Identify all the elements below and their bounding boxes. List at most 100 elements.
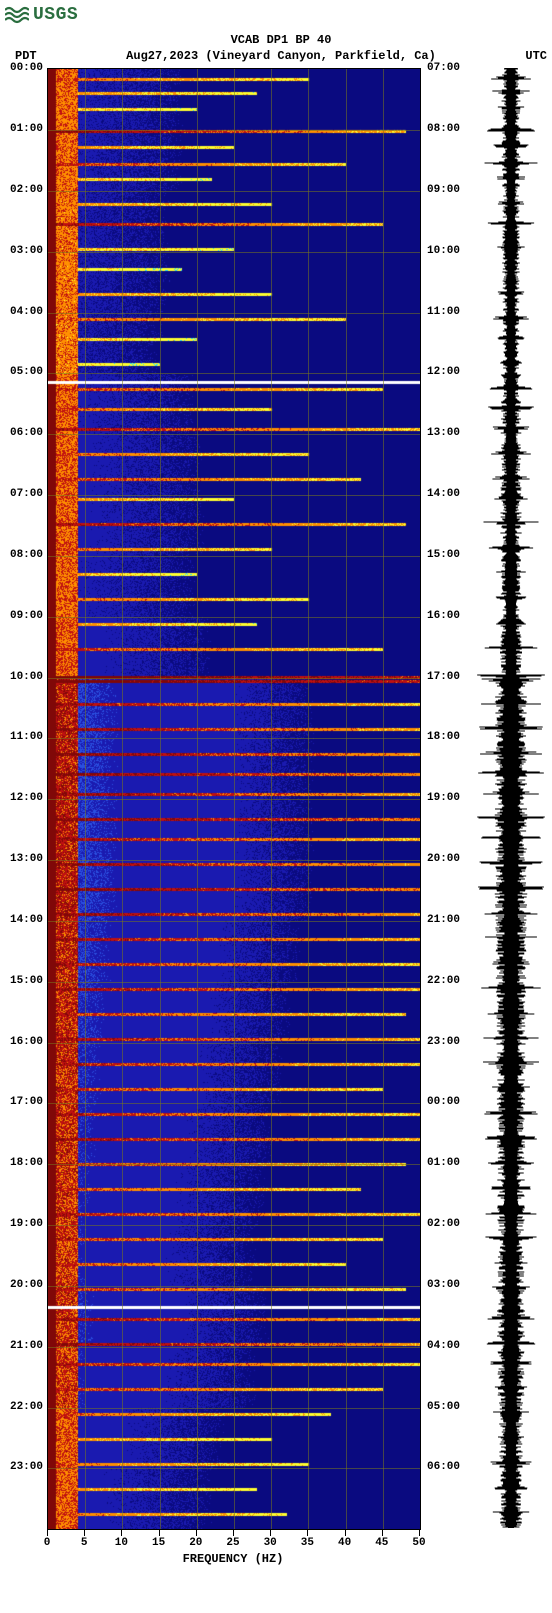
grid-h bbox=[48, 860, 420, 861]
grid-h bbox=[48, 495, 420, 496]
y-right-label: 06:00 bbox=[427, 1461, 460, 1473]
x-tick-label: 20 bbox=[189, 1537, 202, 1549]
x-tick-label: 15 bbox=[152, 1537, 165, 1549]
x-tick-label: 35 bbox=[301, 1537, 314, 1549]
seismogram-panel bbox=[470, 68, 552, 1528]
y-right-label: 02:00 bbox=[427, 1218, 460, 1230]
x-tick bbox=[233, 1530, 234, 1536]
y-left-label: 16:00 bbox=[10, 1036, 43, 1048]
y-left-label: 07:00 bbox=[10, 488, 43, 500]
x-tick bbox=[419, 1530, 420, 1536]
y-left-label: 23:00 bbox=[10, 1461, 43, 1473]
y-right-label: 21:00 bbox=[427, 914, 460, 926]
grid-h bbox=[48, 921, 420, 922]
x-tick bbox=[196, 1530, 197, 1536]
y-right-label: 04:00 bbox=[427, 1340, 460, 1352]
y-right-label: 03:00 bbox=[427, 1279, 460, 1291]
y-left-label: 10:00 bbox=[10, 671, 43, 683]
grid-h bbox=[48, 1103, 420, 1104]
x-tick bbox=[84, 1530, 85, 1536]
usgs-logo: USGS bbox=[5, 5, 552, 25]
grid-h bbox=[48, 982, 420, 983]
x-tick bbox=[270, 1530, 271, 1536]
y-left-label: 19:00 bbox=[10, 1218, 43, 1230]
chart-header: VCAB DP1 BP 40 PDT Aug27,2023 (Vineyard … bbox=[5, 33, 552, 64]
x-tick-label: 0 bbox=[44, 1537, 51, 1549]
grid-h bbox=[48, 556, 420, 557]
x-tick-label: 30 bbox=[264, 1537, 277, 1549]
x-tick bbox=[382, 1530, 383, 1536]
grid-h bbox=[48, 738, 420, 739]
y-left-label: 12:00 bbox=[10, 792, 43, 804]
y-right-label: 19:00 bbox=[427, 792, 460, 804]
y-left-label: 18:00 bbox=[10, 1157, 43, 1169]
y-right-label: 08:00 bbox=[427, 123, 460, 135]
y-left-label: 05:00 bbox=[10, 366, 43, 378]
date-location-label: Aug27,2023 (Vineyard Canyon, Parkfield, … bbox=[126, 49, 436, 65]
y-right-label: 10:00 bbox=[427, 245, 460, 257]
y-axis-right: 07:0008:0009:0010:0011:0012:0013:0014:00… bbox=[425, 68, 465, 1528]
y-right-label: 11:00 bbox=[427, 306, 460, 318]
y-right-label: 00:00 bbox=[427, 1096, 460, 1108]
y-left-label: 03:00 bbox=[10, 245, 43, 257]
y-right-label: 12:00 bbox=[427, 366, 460, 378]
y-right-label: 05:00 bbox=[427, 1401, 460, 1413]
y-axis-left: 00:0001:0002:0003:0004:0005:0006:0007:00… bbox=[5, 68, 45, 1528]
y-left-label: 20:00 bbox=[10, 1279, 43, 1291]
y-left-label: 22:00 bbox=[10, 1401, 43, 1413]
usgs-logo-text: USGS bbox=[33, 5, 78, 25]
grid-h bbox=[48, 1408, 420, 1409]
y-left-label: 13:00 bbox=[10, 853, 43, 865]
grid-h bbox=[48, 1468, 420, 1469]
usgs-wave-icon bbox=[5, 6, 29, 24]
x-tick bbox=[47, 1530, 48, 1536]
y-left-label: 08:00 bbox=[10, 549, 43, 561]
y-right-label: 01:00 bbox=[427, 1157, 460, 1169]
y-left-label: 09:00 bbox=[10, 610, 43, 622]
grid-h bbox=[48, 799, 420, 800]
x-tick bbox=[307, 1530, 308, 1536]
grid-h bbox=[48, 434, 420, 435]
grid-h bbox=[48, 1347, 420, 1348]
grid-h bbox=[48, 252, 420, 253]
x-tick-label: 25 bbox=[226, 1537, 239, 1549]
y-left-label: 15:00 bbox=[10, 975, 43, 987]
x-tick bbox=[345, 1530, 346, 1536]
grid-h bbox=[48, 191, 420, 192]
right-timezone-label: UTC bbox=[525, 49, 547, 65]
x-tick-label: 10 bbox=[115, 1537, 128, 1549]
grid-h bbox=[48, 678, 420, 679]
spectrogram-panel bbox=[47, 68, 421, 1530]
y-left-label: 04:00 bbox=[10, 306, 43, 318]
y-left-label: 06:00 bbox=[10, 427, 43, 439]
y-left-label: 01:00 bbox=[10, 123, 43, 135]
y-right-label: 18:00 bbox=[427, 731, 460, 743]
y-right-label: 09:00 bbox=[427, 184, 460, 196]
grid-h bbox=[48, 1164, 420, 1165]
y-left-label: 21:00 bbox=[10, 1340, 43, 1352]
y-right-label: 16:00 bbox=[427, 610, 460, 622]
y-left-label: 17:00 bbox=[10, 1096, 43, 1108]
y-left-label: 00:00 bbox=[10, 62, 43, 74]
y-right-label: 15:00 bbox=[427, 549, 460, 561]
y-right-label: 22:00 bbox=[427, 975, 460, 987]
grid-h bbox=[48, 1225, 420, 1226]
x-tick bbox=[121, 1530, 122, 1536]
x-tick-label: 5 bbox=[81, 1537, 88, 1549]
y-left-label: 11:00 bbox=[10, 731, 43, 743]
seismogram-trace bbox=[470, 68, 552, 1528]
y-right-label: 23:00 bbox=[427, 1036, 460, 1048]
y-right-label: 14:00 bbox=[427, 488, 460, 500]
y-right-label: 17:00 bbox=[427, 671, 460, 683]
y-right-label: 07:00 bbox=[427, 62, 460, 74]
x-axis-label: FREQUENCY (HZ) bbox=[183, 1552, 284, 1566]
grid-h bbox=[48, 617, 420, 618]
x-tick bbox=[159, 1530, 160, 1536]
x-axis: 05101520253035404550 FREQUENCY (HZ) bbox=[47, 1530, 419, 1570]
grid-h bbox=[48, 313, 420, 314]
chart-title: VCAB DP1 BP 40 bbox=[5, 33, 552, 49]
grid-h bbox=[48, 130, 420, 131]
y-left-label: 14:00 bbox=[10, 914, 43, 926]
x-tick-label: 40 bbox=[338, 1537, 351, 1549]
y-right-label: 13:00 bbox=[427, 427, 460, 439]
